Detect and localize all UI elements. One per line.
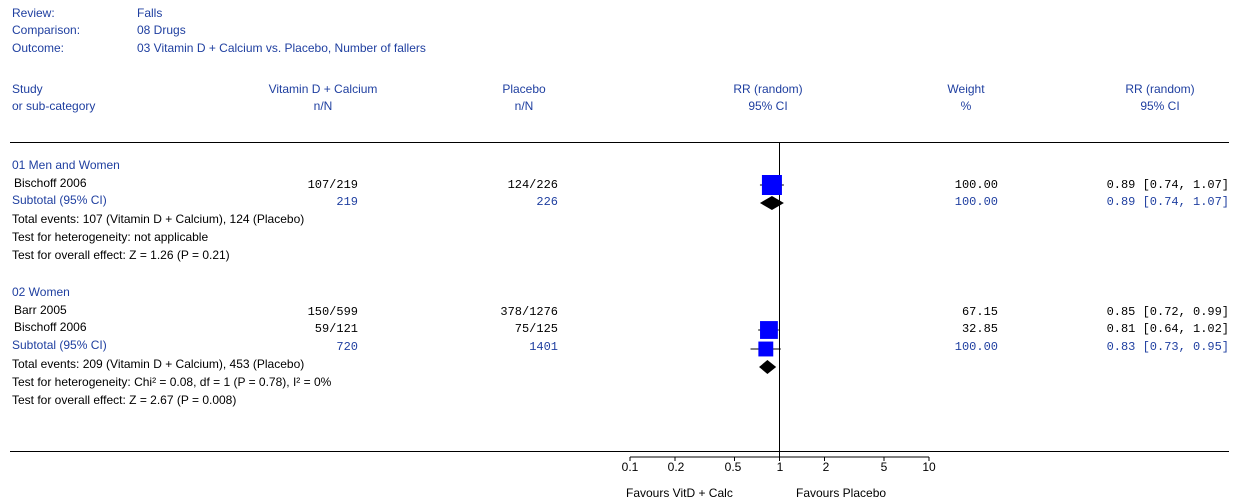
footer-divider [10, 451, 1229, 452]
axis-tick-label: 1 [776, 460, 784, 474]
total-events-note: Total events: 209 (Vitamin D + Calcium),… [12, 357, 305, 371]
study-rr: 0.81 [0.64, 1.02] [1106, 322, 1229, 336]
favours-right-label: Favours Placebo [796, 486, 887, 500]
header-weight: Weight [947, 82, 985, 96]
study-treatment: 107/219 [307, 178, 358, 192]
study-weight: 32.85 [961, 322, 998, 336]
axis-tick-label: 0.2 [667, 460, 685, 474]
axis-tick-label: 5 [880, 460, 888, 474]
study-control: 124/226 [507, 178, 558, 192]
study-weight: 100.00 [954, 178, 998, 192]
study-treatment: 150/599 [307, 305, 358, 319]
header-plot-rr: RR (random) [733, 82, 803, 96]
outcome-value: 03 Vitamin D + Calcium vs. Placebo, Numb… [137, 41, 426, 55]
review-label: Review: [12, 6, 55, 20]
subtotal-label: Subtotal (95% CI) [12, 193, 107, 207]
header-control-nn: n/N [514, 99, 534, 113]
header-study: Study [12, 82, 43, 96]
overall-effect-note: Test for overall effect: Z = 2.67 (P = 0… [12, 393, 237, 407]
total-events-note: Total events: 107 (Vitamin D + Calcium),… [12, 212, 305, 226]
study-control: 75/125 [514, 322, 558, 336]
subtotal-treatment: 720 [336, 340, 358, 354]
header-rr: RR (random) [1125, 82, 1195, 96]
header-treatment-nn: n/N [313, 99, 333, 113]
subtotal-rr: 0.83 [0.73, 0.95] [1106, 340, 1229, 354]
study-name: Barr 2005 [14, 303, 67, 317]
axis-tick-label: 10 [922, 460, 936, 474]
study-weight: 67.15 [961, 305, 998, 319]
subtotal-diamond [759, 196, 784, 210]
study-rr: 0.85 [0.72, 0.99] [1106, 305, 1229, 319]
subtotal-control: 1401 [529, 340, 558, 354]
comparison-value: 08 Drugs [137, 23, 186, 37]
header-subcategory: or sub-category [12, 99, 96, 113]
review-value: Falls [137, 6, 163, 20]
study-name: Bischoff 2006 [14, 176, 87, 190]
axis-tick-label: 0.5 [724, 460, 742, 474]
study-marker [758, 341, 774, 357]
study-control: 378/1276 [500, 305, 558, 319]
subtotal-label: Subtotal (95% CI) [12, 338, 107, 352]
group-title: 01 Men and Women [12, 158, 120, 172]
study-name: Bischoff 2006 [14, 320, 87, 334]
header-plot-ci: 95% CI [748, 99, 788, 113]
study-marker [761, 175, 782, 195]
header-rr-ci: 95% CI [1140, 99, 1180, 113]
study-marker [760, 321, 778, 339]
subtotal-diamond [759, 360, 777, 374]
header-treatment: Vitamin D + Calcium [268, 82, 378, 96]
subtotal-rr: 0.89 [0.74, 1.07] [1106, 195, 1229, 209]
comparison-label: Comparison: [12, 23, 81, 37]
subtotal-weight: 100.00 [954, 340, 998, 354]
heterogeneity-note: Test for heterogeneity: not applicable [12, 230, 209, 244]
axis-tick-label: 2 [822, 460, 830, 474]
subtotal-treatment: 219 [336, 195, 358, 209]
subtotal-control: 226 [536, 195, 558, 209]
overall-effect-note: Test for overall effect: Z = 1.26 (P = 0… [12, 248, 230, 262]
subtotal-weight: 100.00 [954, 195, 998, 209]
axis-tick-label: 0.1 [621, 460, 639, 474]
header-weight-pct: % [960, 99, 972, 113]
header-divider [10, 142, 1229, 143]
header-control: Placebo [502, 82, 546, 96]
study-rr: 0.89 [0.74, 1.07] [1106, 178, 1229, 192]
group-title: 02 Women [12, 285, 70, 299]
favours-left-label: Favours VitD + Calc [626, 486, 733, 500]
study-treatment: 59/121 [314, 322, 358, 336]
heterogeneity-note: Test for heterogeneity: Chi² = 0.08, df … [12, 375, 332, 389]
outcome-label: Outcome: [12, 41, 65, 55]
